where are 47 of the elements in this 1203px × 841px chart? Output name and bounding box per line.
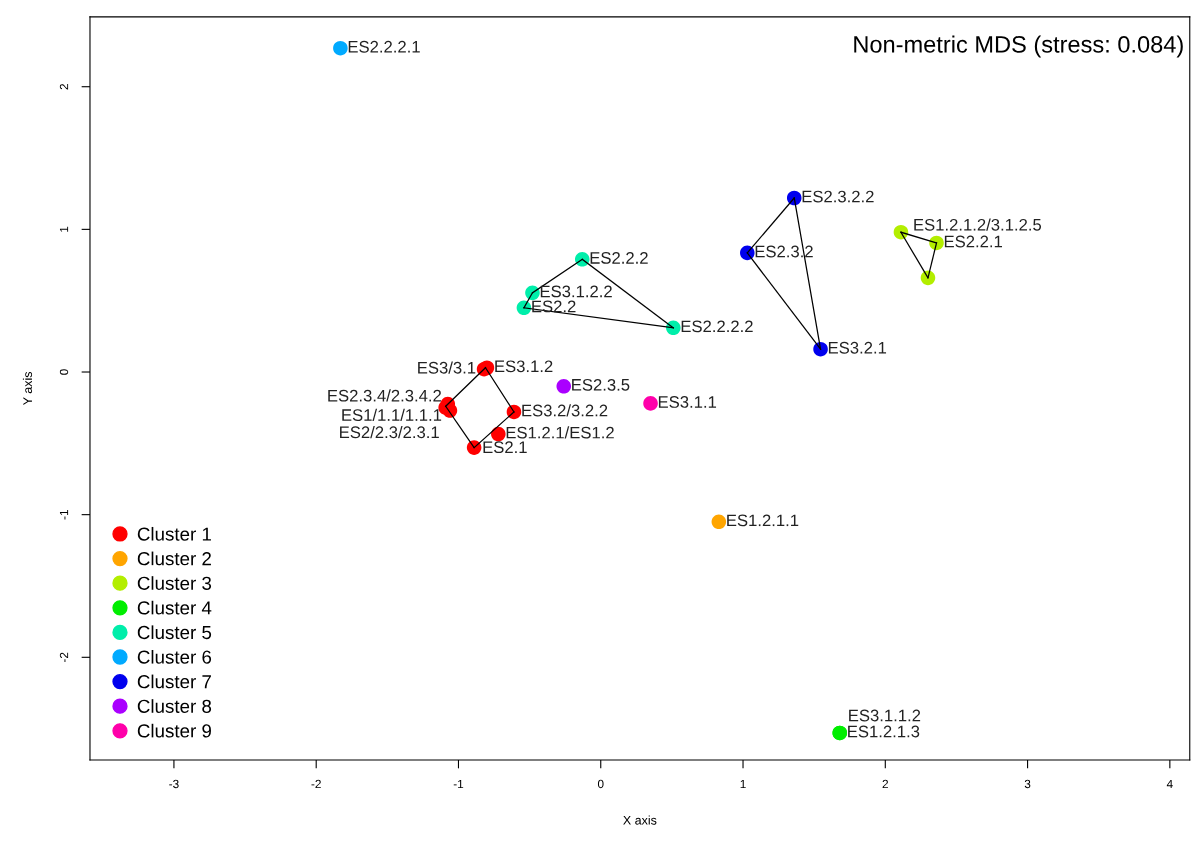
legend-label: Cluster 7: [137, 674, 211, 689]
y-tick-label: 1: [59, 226, 69, 232]
annotation: ES2.2.2.2: [681, 320, 753, 333]
x-tick-label: -3: [169, 779, 179, 789]
annotation: ES3.1.2: [495, 360, 553, 373]
annotation: ES1.2.1.1: [727, 514, 799, 527]
annotation: ES2.3.5: [572, 378, 630, 391]
annotation: ES1.2.1/ES1.2: [506, 426, 614, 439]
annotation: ES2.1: [483, 441, 527, 454]
y-tick-label: -2: [59, 652, 69, 663]
legend-label: Cluster 3: [137, 576, 212, 590]
x-tick-label: -2: [311, 779, 321, 789]
annotation: ES3.2/3.2.2: [522, 404, 608, 417]
legend-label: Cluster 5: [137, 625, 212, 640]
annotation: ES3.1.2.2: [540, 285, 612, 298]
legend-label: Cluster 6: [137, 649, 212, 664]
annotation: ES2.2.1: [944, 235, 1003, 248]
legend-label: Cluster 1: [137, 526, 211, 541]
annotation: ES3.1.1.2: [849, 709, 921, 722]
annotation: ES3.1.1: [658, 396, 717, 408]
annotation: ES2.2: [532, 300, 576, 313]
annotation: ES2.2.2.1: [348, 40, 420, 53]
text: Non-metric MDS (stress: 0.084): [854, 35, 1183, 58]
annotation: ES2.3.2.2: [802, 190, 874, 203]
annotation: ES3.2.1: [828, 341, 887, 354]
y-tick-label: -1: [59, 509, 69, 520]
legend-label: Cluster 4: [137, 600, 212, 615]
x-tick-label: 2: [882, 779, 888, 789]
legend-label: Cluster 9: [137, 723, 211, 738]
y-tick-label: 0: [59, 369, 69, 375]
annotation: ES2.2.2: [590, 251, 648, 264]
annotation: ES1.2.1.2/3.1.2.5: [914, 218, 1042, 231]
x-tick-label: 1: [740, 779, 746, 789]
x-tick-label: -1: [453, 779, 464, 789]
x-tick-label: 4: [1166, 779, 1173, 789]
y-tick-label: 2: [59, 84, 69, 90]
x-tick-label: 3: [1024, 779, 1031, 789]
annotation: ES2.3.4/2.3.4.2: [328, 389, 441, 402]
legend-label: Cluster 8: [137, 699, 212, 713]
annotation: ES3/3.1: [418, 361, 476, 374]
legend-label: Cluster 2: [137, 551, 211, 566]
annotation: ES1/1.1/1.1.1: [342, 408, 442, 421]
annotation: ES1.2.1.3: [848, 725, 920, 738]
x-axis-title: X axis: [623, 815, 657, 825]
y-axis-title: Y axis: [22, 371, 33, 406]
annotation: ES2/2.3/2.3.1: [340, 425, 439, 439]
x-tick-label: 0: [597, 779, 604, 789]
